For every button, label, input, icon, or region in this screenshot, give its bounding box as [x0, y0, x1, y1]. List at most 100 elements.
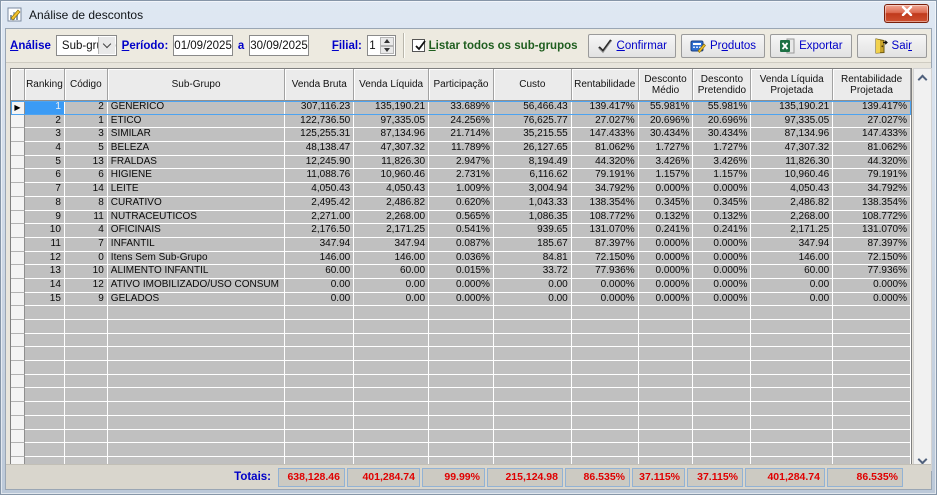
grid-cell[interactable]: 0.00 — [354, 292, 430, 307]
column-header[interactable]: Rentabilidade — [571, 69, 639, 101]
period-from-input[interactable]: 01/09/2025 — [173, 35, 233, 56]
grid-cell[interactable] — [638, 374, 694, 389]
grid-cell[interactable]: 7 — [64, 237, 108, 252]
grid-cell[interactable] — [24, 443, 65, 457]
grid-cell[interactable] — [24, 306, 65, 320]
analysis-select[interactable]: Sub-grupo — [55, 35, 117, 56]
grid-cell[interactable]: 47,307.32 — [751, 142, 834, 156]
row-selector-cell[interactable] — [11, 443, 25, 457]
grid-cell[interactable] — [64, 333, 108, 348]
grid-cell[interactable] — [833, 320, 911, 334]
grid-cell[interactable]: 939.65 — [493, 224, 572, 238]
grid-cell[interactable]: 0.000% — [693, 278, 752, 293]
grid-cell[interactable]: 3 — [64, 128, 108, 143]
table-row[interactable]: 12 0 Itens Sem Sub-Grupo 146.00 146.00 0.036%… — [11, 251, 911, 266]
grid-cell[interactable]: 2,486.82 — [354, 196, 430, 211]
grid-cell[interactable]: 0.015% — [429, 265, 494, 279]
grid-cell[interactable] — [751, 402, 834, 416]
grid-cell[interactable] — [751, 361, 834, 375]
grid-cell[interactable] — [429, 388, 494, 403]
grid-cell[interactable]: 347.94 — [285, 237, 355, 252]
empty-row[interactable] — [11, 415, 911, 430]
row-selector-cell[interactable] — [11, 210, 25, 225]
grid-cell[interactable] — [833, 347, 911, 362]
column-header[interactable]: Venda Líquida Projetada — [751, 69, 834, 101]
empty-row[interactable] — [11, 306, 911, 320]
grid-cell[interactable] — [285, 374, 355, 389]
grid-cell[interactable] — [493, 320, 572, 334]
grid-cell[interactable]: 87,134.96 — [751, 128, 834, 143]
grid-cell[interactable] — [571, 415, 639, 430]
grid-cell[interactable]: 84.81 — [493, 251, 572, 266]
grid-cell[interactable]: 11,826.30 — [354, 155, 430, 170]
grid-cell[interactable]: 135,190.21 — [354, 101, 430, 115]
grid-cell[interactable]: 77.936% — [571, 265, 639, 279]
grid-cell[interactable] — [693, 347, 752, 362]
grid-cell[interactable] — [107, 347, 286, 362]
confirm-button[interactable]: Confirmar — [587, 33, 677, 58]
grid-cell[interactable]: 0.000% — [833, 292, 911, 307]
grid-cell[interactable]: ETICO — [107, 114, 286, 129]
table-row[interactable]: 4 5 BELEZA 48,138.47 47,307.32 11.789% 26,127.… — [11, 142, 911, 156]
grid-cell[interactable]: 27.027% — [571, 114, 639, 129]
row-selector-cell[interactable]: ▶ — [11, 101, 25, 115]
table-row[interactable]: 7 14 LEITE 4,050.43 4,050.43 1.009% 3,004.94 34… — [11, 183, 911, 197]
grid-cell[interactable]: 6 — [64, 169, 108, 184]
grid-cell[interactable]: 13 — [64, 155, 108, 170]
grid-cell[interactable] — [354, 361, 430, 375]
grid-cell[interactable] — [64, 443, 108, 457]
grid-cell[interactable] — [354, 320, 430, 334]
grid-cell[interactable]: 146.00 — [751, 251, 834, 266]
grid-cell[interactable]: 10,960.46 — [751, 169, 834, 184]
grid-cell[interactable]: 44.320% — [833, 155, 911, 170]
table-row[interactable]: 10 4 OFICINAIS 2,176.50 2,171.25 0.541% 939.65… — [11, 224, 911, 238]
grid-cell[interactable] — [571, 374, 639, 389]
grid-cell[interactable]: 1,086.35 — [493, 210, 572, 225]
grid-cell[interactable]: 33.689% — [429, 101, 494, 115]
grid-cell[interactable] — [24, 402, 65, 416]
grid-cell[interactable]: 81.062% — [571, 142, 639, 156]
grid-cell[interactable]: 0.000% — [638, 278, 694, 293]
grid-cell[interactable]: 0.000% — [638, 265, 694, 279]
grid-cell[interactable]: 347.94 — [354, 237, 430, 252]
grid-cell[interactable]: 79.191% — [571, 169, 639, 184]
table-row[interactable]: 9 11 NUTRACEUTICOS 2,271.00 2,268.00 0.565% 1,… — [11, 210, 911, 225]
grid-cell[interactable]: 108.772% — [833, 210, 911, 225]
table-row[interactable]: 2 1 ETICO 122,736.50 97,335.05 24.256% 76,625.… — [11, 114, 911, 129]
grid-cell[interactable]: 1.009% — [429, 183, 494, 197]
grid-cell[interactable]: 0.620% — [429, 196, 494, 211]
grid-cell[interactable] — [285, 333, 355, 348]
branch-stepper[interactable]: 1 — [366, 35, 396, 56]
grid-cell[interactable]: 2,171.25 — [751, 224, 834, 238]
close-button[interactable] — [884, 4, 929, 23]
column-header[interactable]: Custo — [493, 69, 572, 101]
grid-cell[interactable] — [354, 374, 430, 389]
row-selector-cell[interactable] — [11, 183, 25, 197]
grid-cell[interactable] — [354, 415, 430, 430]
grid-cell[interactable]: ATIVO IMOBILIZADO/USO CONSUM — [107, 278, 286, 293]
grid-cell[interactable] — [64, 415, 108, 430]
column-header[interactable]: Venda Líquida — [354, 69, 430, 101]
grid-cell[interactable]: 0.00 — [751, 278, 834, 293]
grid-cell[interactable]: 11 — [24, 237, 65, 252]
grid-cell[interactable] — [493, 402, 572, 416]
grid-cell[interactable]: 20.696% — [693, 114, 752, 129]
grid-cell[interactable]: HIGIENE — [107, 169, 286, 184]
list-all-checkbox-row[interactable]: Listar todos os sub-grupos — [411, 39, 578, 52]
column-header[interactable]: Ranking — [24, 69, 65, 101]
chevron-down-icon[interactable] — [97, 37, 115, 54]
grid-cell[interactable]: 139.417% — [571, 101, 639, 115]
products-button[interactable]: Produtos — [681, 33, 766, 58]
grid-cell[interactable]: 76,625.77 — [493, 114, 572, 129]
grid-cell[interactable] — [833, 306, 911, 320]
grid-cell[interactable] — [571, 429, 639, 444]
grid-cell[interactable]: 1.157% — [638, 169, 694, 184]
grid-cell[interactable]: 56,466.43 — [493, 101, 572, 115]
grid-cell[interactable]: 0.036% — [429, 251, 494, 266]
grid-cell[interactable]: 2 — [24, 114, 65, 129]
grid-cell[interactable]: 11 — [64, 210, 108, 225]
empty-row[interactable] — [11, 320, 911, 334]
grid-cell[interactable]: 0.000% — [693, 183, 752, 197]
grid-cell[interactable]: 0.00 — [493, 292, 572, 307]
grid-cell[interactable] — [751, 415, 834, 430]
